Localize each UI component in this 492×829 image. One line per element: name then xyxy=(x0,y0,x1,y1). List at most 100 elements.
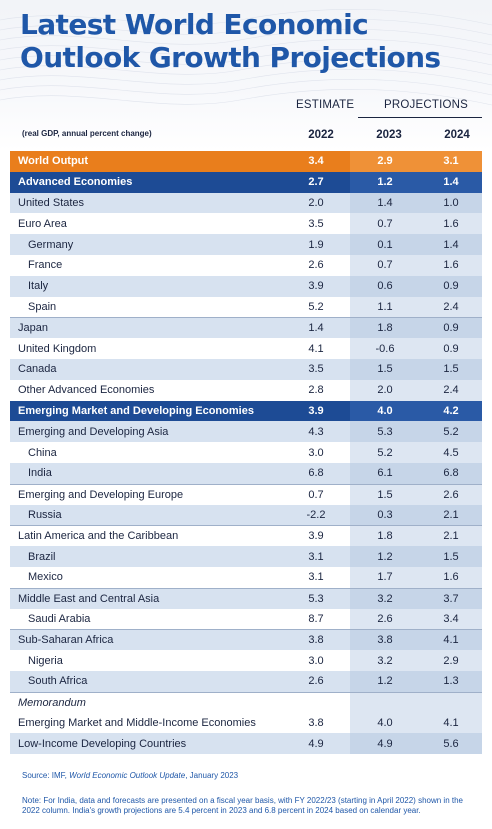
value-2024: 1.5 xyxy=(420,358,482,380)
value-2023: 1.5 xyxy=(350,358,420,380)
value-2022: 2.6 xyxy=(308,675,324,688)
value-2023: 5.3 xyxy=(350,421,420,443)
table-row: Euro Area 3.5 0.7 1.6 xyxy=(10,213,482,235)
value-2022 xyxy=(284,693,348,713)
table-row-memorandum: Memorandum xyxy=(10,691,482,713)
value-2022: 2.6 xyxy=(308,259,324,272)
value-2023: 3.2 xyxy=(350,650,420,671)
table-row: Latin America and the Caribbean 3.9 1.8 2.1 xyxy=(10,525,482,547)
value-2023: 4.0 xyxy=(350,400,420,422)
table-row: India 6.8 6.1 6.8 xyxy=(10,462,482,484)
value-2022: 2.7 xyxy=(308,176,324,189)
row-label: Middle East and Central Asia xyxy=(18,592,160,605)
table-row: Brazil 3.1 1.2 1.5 xyxy=(10,546,482,567)
value-2024: 0.9 xyxy=(420,338,482,359)
table-row: South Africa 2.6 1.2 1.3 xyxy=(10,670,482,692)
value-2024: 0.9 xyxy=(420,318,482,339)
row-label: World Output xyxy=(18,155,89,168)
row-label: India xyxy=(28,467,52,480)
value-2023: 2.6 xyxy=(350,608,420,630)
value-2022: 1.4 xyxy=(308,322,324,335)
value-2022: 3.5 xyxy=(308,363,324,376)
value-2023: 0.7 xyxy=(350,213,420,235)
value-2023 xyxy=(350,692,420,713)
row-label: Mexico xyxy=(28,571,63,584)
table-row: Japan 1.4 1.8 0.9 xyxy=(10,317,482,339)
value-2023: 2.0 xyxy=(350,379,420,401)
row-label: Saudi Arabia xyxy=(28,612,91,625)
row-label: Other Advanced Economies xyxy=(18,384,155,397)
value-2023: 0.6 xyxy=(350,275,420,297)
projections-divider xyxy=(358,117,482,118)
value-2023: 1.2 xyxy=(350,546,420,567)
table-row: Germany 1.9 0.1 1.4 xyxy=(10,234,482,255)
table-row: Saudi Arabia 8.7 2.6 3.4 xyxy=(10,608,482,630)
value-2022: 3.9 xyxy=(308,404,324,417)
value-2024: 2.6 xyxy=(420,484,482,505)
table-row: Russia -2.2 0.3 2.1 xyxy=(10,504,482,526)
row-label: Memorandum xyxy=(18,696,86,709)
value-2022: 3.5 xyxy=(308,217,324,230)
value-2022: 3.1 xyxy=(308,550,324,563)
source-publication: World Economic Outlook Update xyxy=(69,771,186,780)
value-2024: 6.8 xyxy=(420,462,482,484)
projections-header: PROJECTIONS xyxy=(384,99,468,111)
value-2022: 3.9 xyxy=(308,280,324,293)
value-2023: 0.3 xyxy=(350,504,420,526)
row-label: Nigeria xyxy=(28,654,63,667)
table-row: Emerging and Developing Europe 0.7 1.5 2.6 xyxy=(10,483,482,505)
value-2022: 8.7 xyxy=(308,612,324,625)
value-2022: 2.8 xyxy=(308,384,324,397)
value-2024: 3.7 xyxy=(420,588,482,609)
value-2022: 4.3 xyxy=(308,425,324,438)
table-row: Other Advanced Economies 2.8 2.0 2.4 xyxy=(10,379,482,401)
table-row: United States 2.0 1.4 1.0 xyxy=(10,192,482,214)
value-2022: 2.0 xyxy=(308,196,324,209)
value-2022: 3.8 xyxy=(308,634,324,647)
row-label: Canada xyxy=(18,363,57,376)
value-2023: 1.5 xyxy=(350,484,420,505)
value-2024: 2.4 xyxy=(420,379,482,401)
row-label: South Africa xyxy=(28,675,88,688)
table-row: Sub-Saharan Africa 3.8 3.8 4.1 xyxy=(10,629,482,651)
value-2024: 5.6 xyxy=(420,733,482,755)
row-label: Russia xyxy=(28,508,62,521)
table-row: Mexico 3.1 1.7 1.6 xyxy=(10,566,482,588)
row-label: Latin America and the Caribbean xyxy=(18,530,179,543)
row-label: France xyxy=(28,259,63,272)
value-2022: 5.3 xyxy=(308,592,324,605)
value-2024: 1.5 xyxy=(420,546,482,567)
value-2022: 4.9 xyxy=(308,737,324,750)
value-2024: 1.3 xyxy=(420,670,482,692)
value-2024 xyxy=(420,692,482,713)
value-2022: 3.4 xyxy=(308,155,324,168)
value-2024: 4.5 xyxy=(420,442,482,463)
year-header-2024: 2024 xyxy=(444,129,470,141)
value-2024: 1.6 xyxy=(420,213,482,235)
value-2022: 5.2 xyxy=(308,300,324,313)
value-2023: 1.2 xyxy=(350,670,420,692)
table-row: Low-Income Developing Countries 4.9 4.9 5.6 xyxy=(10,733,482,755)
value-2022: 3.0 xyxy=(308,654,324,667)
value-2024: 1.0 xyxy=(420,192,482,214)
value-2024: 3.4 xyxy=(420,608,482,630)
estimate-header: ESTIMATE xyxy=(296,99,355,111)
value-2022: 0.7 xyxy=(308,488,324,501)
year-header-2023: 2023 xyxy=(376,129,402,141)
row-label: China xyxy=(28,446,57,459)
value-2023: 5.2 xyxy=(350,442,420,463)
value-2024: 1.4 xyxy=(420,234,482,255)
table-row: Emerging and Developing Asia 4.3 5.3 5.2 xyxy=(10,421,482,443)
value-2023: 0.1 xyxy=(350,234,420,255)
value-2024: 5.2 xyxy=(420,421,482,443)
table-subtitle: (real GDP, annual percent change) xyxy=(22,129,152,138)
value-2024: 1.6 xyxy=(420,254,482,276)
value-2022: 4.1 xyxy=(308,342,324,355)
table-row: Middle East and Central Asia 5.3 3.2 3.7 xyxy=(10,587,482,609)
value-2024: 4.1 xyxy=(420,630,482,651)
table-row: World Output 3.4 2.9 3.1 xyxy=(10,151,482,172)
wave-pattern xyxy=(0,9,492,106)
value-2022: 1.9 xyxy=(308,238,324,251)
value-2023: -0.6 xyxy=(350,338,420,359)
value-2023: 1.8 xyxy=(350,526,420,547)
